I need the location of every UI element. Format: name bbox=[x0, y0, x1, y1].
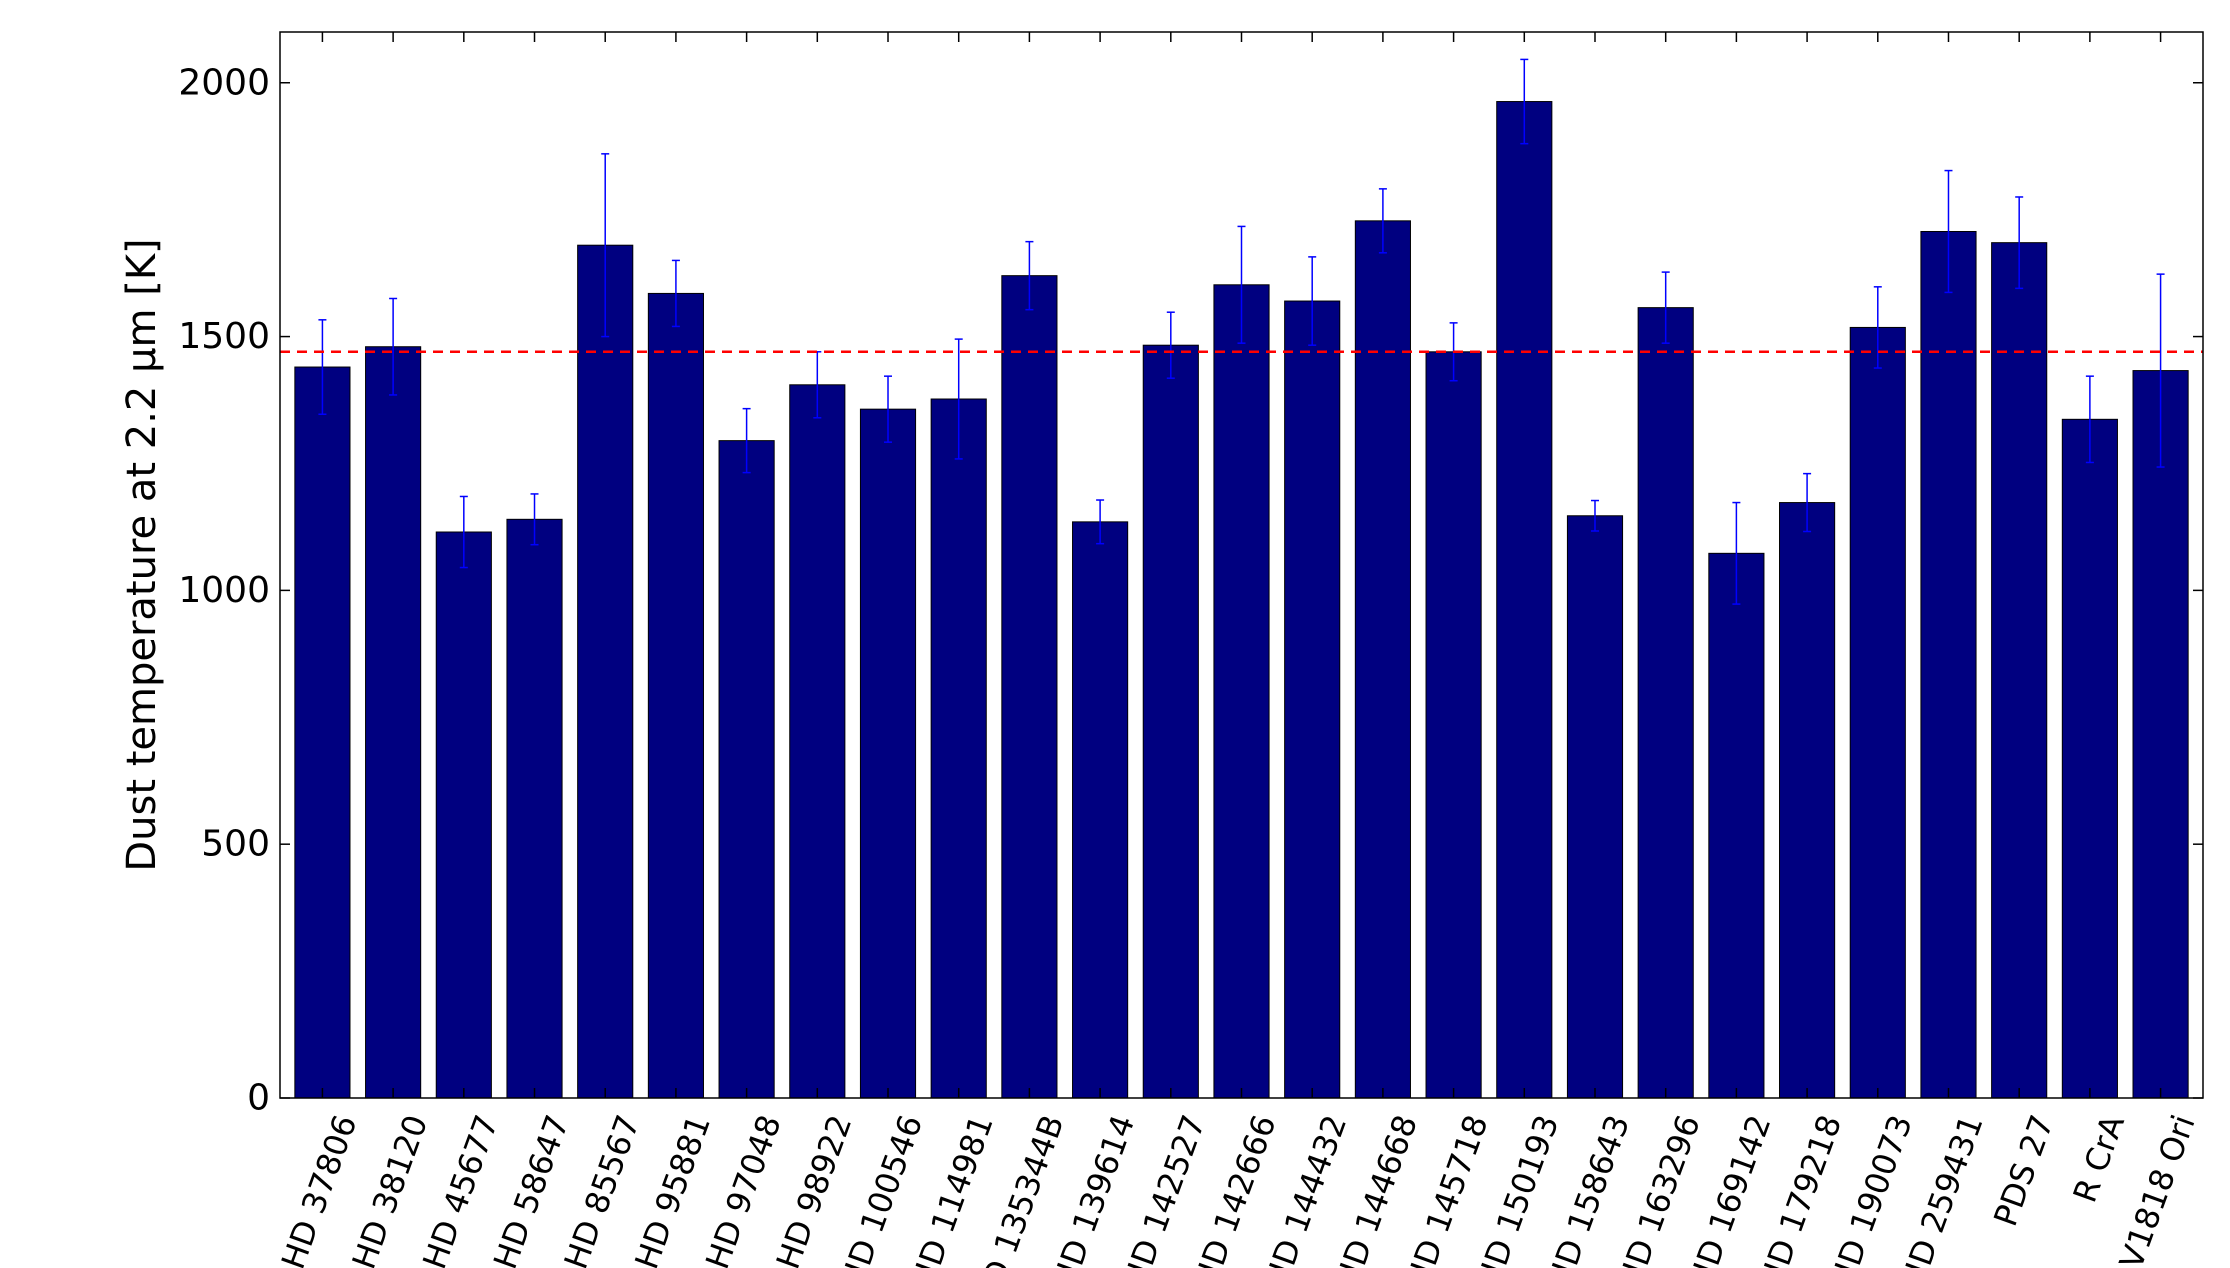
error-bar bbox=[742, 407, 751, 474]
bar bbox=[1001, 275, 1058, 1099]
error-bar bbox=[1873, 286, 1882, 369]
error-bar bbox=[601, 153, 610, 338]
bar bbox=[1708, 552, 1765, 1099]
bar bbox=[1284, 300, 1341, 1099]
bar bbox=[1142, 344, 1199, 1099]
bar bbox=[294, 366, 351, 1099]
bar bbox=[647, 292, 704, 1099]
bar bbox=[930, 398, 987, 1099]
error-bar bbox=[884, 375, 893, 443]
bar bbox=[2061, 418, 2118, 1099]
error-bar bbox=[1732, 501, 1741, 605]
error-bar bbox=[389, 297, 398, 396]
error-bar bbox=[2085, 375, 2094, 464]
bar bbox=[1425, 351, 1482, 1099]
y-tick-label: 2000 bbox=[178, 62, 270, 103]
y-tick-label: 1500 bbox=[178, 316, 270, 357]
ticks-layer bbox=[280, 32, 2203, 1099]
bar bbox=[1920, 230, 1977, 1099]
error-bar bbox=[1025, 240, 1034, 311]
error-bar bbox=[1166, 311, 1175, 379]
bar bbox=[1354, 220, 1411, 1099]
x-tick-label: PDS 27 bbox=[1986, 1110, 2061, 1231]
bar bbox=[2132, 370, 2189, 1099]
y-tick-label: 0 bbox=[247, 1078, 270, 1119]
y-tick-labels: 0 500 1000 1500 2000 bbox=[178, 62, 270, 1118]
bar bbox=[1991, 242, 2048, 1099]
bar bbox=[1779, 502, 1836, 1099]
error-bar bbox=[1520, 58, 1529, 145]
bar bbox=[1072, 521, 1129, 1099]
error-bar bbox=[2015, 196, 2024, 290]
bar bbox=[1213, 284, 1270, 1099]
error-bar bbox=[1944, 169, 1953, 294]
bar bbox=[1566, 515, 1624, 1099]
error-bar bbox=[530, 493, 539, 546]
bar bbox=[718, 440, 775, 1099]
error-bar bbox=[1590, 499, 1599, 532]
bar bbox=[435, 531, 492, 1099]
error-bar bbox=[1378, 188, 1387, 254]
bar bbox=[859, 408, 917, 1099]
error-bar bbox=[1661, 271, 1670, 344]
error-bar bbox=[1096, 499, 1105, 545]
x-tick-label: R CrA bbox=[2066, 1110, 2132, 1207]
y-tick-label: 500 bbox=[201, 824, 270, 865]
bar bbox=[1637, 307, 1694, 1099]
y-tick-label: 1000 bbox=[178, 570, 270, 611]
bar bbox=[365, 346, 422, 1099]
error-bar bbox=[1308, 256, 1317, 346]
bar bbox=[789, 384, 846, 1099]
y-axis-label: Dust temperature at 2.2 μm [K] bbox=[119, 238, 165, 871]
error-bar bbox=[1237, 225, 1246, 344]
error-bars-layer bbox=[318, 58, 2165, 605]
error-bar bbox=[671, 259, 680, 328]
bar bbox=[1849, 326, 1906, 1099]
bar bbox=[577, 244, 634, 1099]
bar bbox=[506, 518, 563, 1099]
error-bar bbox=[954, 338, 963, 460]
error-bar bbox=[2156, 273, 2165, 468]
bar bbox=[1496, 101, 1553, 1099]
error-bar bbox=[459, 495, 468, 569]
error-bar bbox=[1803, 472, 1812, 533]
bars-layer bbox=[294, 101, 2189, 1099]
error-bar bbox=[318, 319, 327, 415]
